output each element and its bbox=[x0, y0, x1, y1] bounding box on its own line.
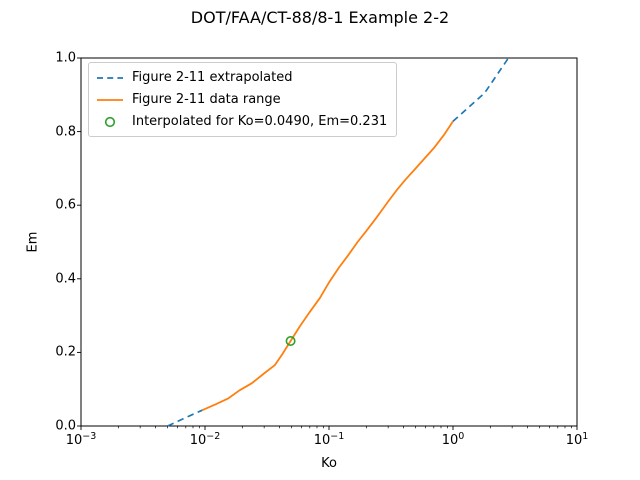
x-axis-label: Ko bbox=[321, 456, 337, 471]
legend-item: Interpolated for Ko=0.0490, Em=0.231 bbox=[96, 112, 387, 131]
legend-item-label: Interpolated for Ko=0.0490, Em=0.231 bbox=[132, 114, 388, 129]
x-tick-label: 101 bbox=[565, 430, 589, 449]
legend-dashed-line-icon bbox=[97, 76, 123, 79]
legend-open-circle-icon bbox=[104, 116, 116, 127]
interpolated-point-marker bbox=[285, 335, 296, 346]
series-figure-2-11-extrapolated-lower bbox=[167, 409, 203, 427]
series-figure-2-11-data-range bbox=[201, 120, 454, 412]
x-tick-label: 100 bbox=[441, 430, 465, 449]
chart-title: DOT/FAA/CT-88/8-1 Example 2-2 bbox=[190, 8, 450, 27]
x-tick-label: 10−1 bbox=[313, 430, 345, 449]
y-tick-label: 1.0 bbox=[55, 50, 76, 66]
legend: Figure 2-11 extrapolated Figure 2-11 dat… bbox=[88, 62, 398, 137]
y-tick-label: 0.0 bbox=[55, 418, 76, 434]
y-tick-label: 0.6 bbox=[55, 197, 76, 213]
series-figure-2-11-extrapolated-upper bbox=[452, 57, 510, 122]
legend-item-label: Figure 2-11 extrapolated bbox=[132, 70, 293, 85]
y-tick-label: 0.4 bbox=[55, 271, 76, 287]
legend-solid-line-icon bbox=[97, 98, 123, 101]
x-tick-label: 10−2 bbox=[189, 430, 221, 449]
legend-item: Figure 2-11 extrapolated bbox=[96, 68, 387, 87]
y-tick-label: 0.2 bbox=[55, 344, 76, 360]
y-tick-label: 0.8 bbox=[55, 124, 76, 140]
y-axis-label: Em bbox=[25, 231, 41, 253]
legend-item: Figure 2-11 data range bbox=[96, 90, 387, 109]
legend-item-label: Figure 2-11 data range bbox=[132, 92, 281, 107]
x-tick-label: 10−3 bbox=[65, 430, 97, 449]
